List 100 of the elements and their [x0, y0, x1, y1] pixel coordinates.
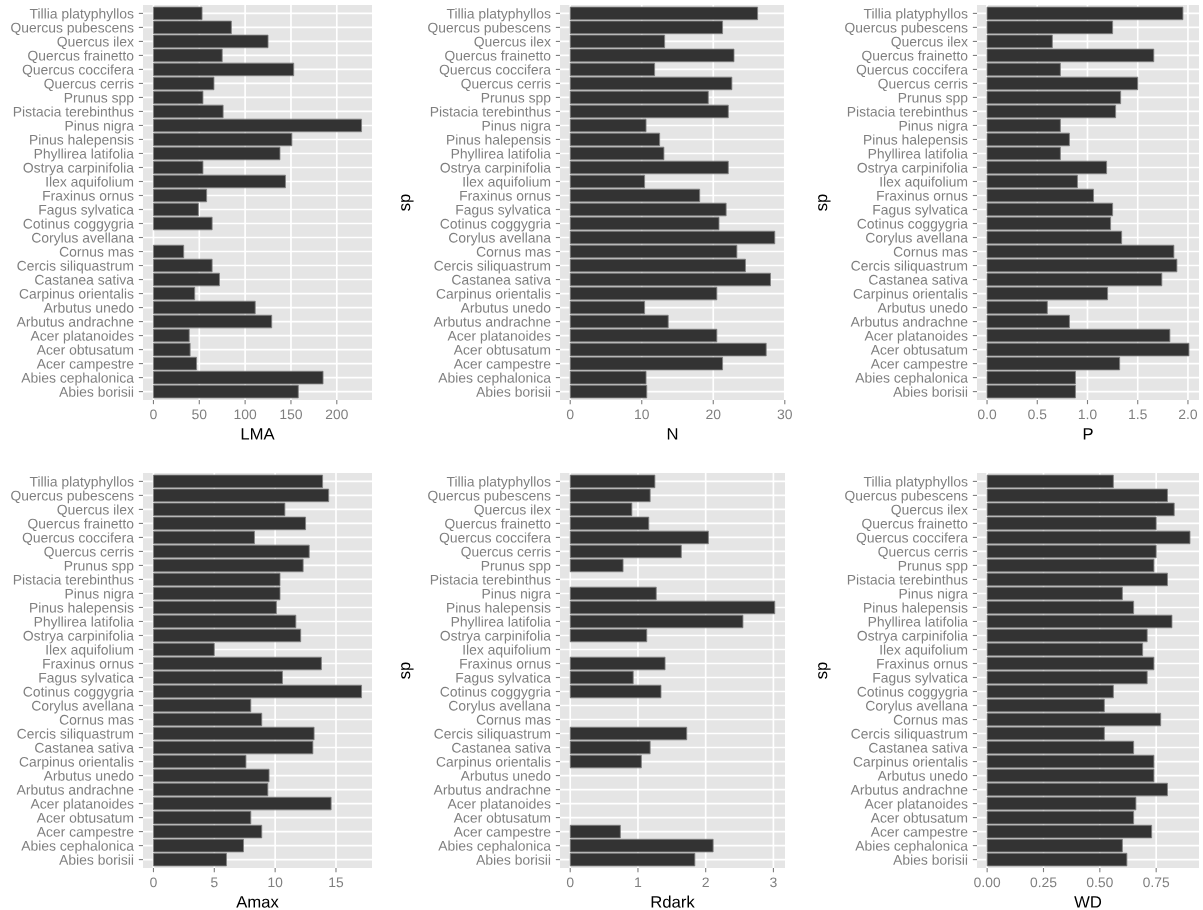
y-tick-label: Pistacia terebinthus: [13, 106, 134, 117]
y-tick-label: Phyllirea latifolia: [451, 148, 551, 162]
y-tick-label: Quercus pubescens: [428, 22, 551, 36]
y-tick-label: Ostrya carpinifolia: [23, 630, 134, 644]
y-tick-label: Pinus halepensis: [447, 134, 551, 148]
y-tick-label: Phyllirea latifolia: [34, 616, 134, 630]
x-tick-label: 5: [211, 877, 218, 888]
y-tick-label: Abies cephalonica: [21, 372, 134, 386]
y-tick-label: Abies borisii: [476, 854, 551, 865]
y-tick-label: Fraxinus ornus: [43, 190, 134, 201]
x-tick-label: 10: [268, 877, 283, 888]
x-tick-label: 10: [635, 409, 649, 420]
x-tick-label: 50: [192, 409, 207, 420]
y-tick-label: Castanea sativa: [35, 742, 134, 753]
y-tick-label: Corylus avellana: [32, 232, 134, 246]
y-tick-label: Carpinus orientalis: [436, 756, 551, 770]
y-tick-label: Fagus sylvatica: [39, 204, 134, 218]
y-tick-label: Quercus frainetto: [28, 50, 134, 64]
y-tick-label: Quercus pubescens: [11, 22, 134, 36]
y-tick-label: Arbutus andrachne: [16, 316, 134, 327]
y-tick-label: Acer platanoides: [864, 798, 968, 812]
y-tick-label: Pinus halepensis: [864, 134, 968, 148]
y-tick-label: Cotinus coggygria: [857, 686, 968, 700]
y-tick-label: Phyllirea latifolia: [451, 616, 551, 630]
y-tick-label: Quercus frainetto: [862, 50, 968, 64]
y-tick-label: Carpinus orientalis: [19, 756, 134, 770]
y-tick-label: Acer campestre: [36, 359, 134, 372]
y-tick-label: Cercis siliquastrum: [17, 728, 134, 742]
y-tick-label: Ostrya carpinifolia: [23, 162, 134, 176]
y-tick-label: Arbutus unedo: [460, 302, 551, 313]
y-tick-label: Cornus mas: [59, 246, 134, 257]
y-tick-label: Arbutus andrachne: [850, 316, 968, 327]
x-tick-label: 0: [150, 409, 157, 420]
y-axis-title: sp: [401, 194, 414, 211]
y-tick-label: Quercus coccifera: [856, 532, 968, 546]
y-tick-label: Acer campestre: [870, 359, 968, 372]
y-tick-label: Tillia platyphyllos: [29, 8, 134, 22]
y-tick-label: Ilex aquifolium: [46, 176, 134, 190]
y-tick-label: Prunus spp: [64, 92, 134, 106]
y-tick-label: Ostrya carpinifolia: [857, 630, 968, 644]
y-axis-title: sp: [401, 662, 414, 679]
y-tick-label: Quercus coccifera: [22, 64, 134, 78]
y-tick-label: Acer obtusatum: [453, 344, 551, 355]
y-tick-label: Abies cephalonica: [21, 840, 134, 854]
y-tick-label: Cotinus coggygria: [23, 218, 134, 232]
y-tick-label: Pinus halepensis: [30, 602, 134, 616]
y-tick-label: Quercus frainetto: [862, 518, 968, 532]
x-tick-label: 20: [706, 409, 721, 420]
y-tick-label: Tillia platyphyllos: [29, 476, 134, 490]
y-tick-label: Arbutus andrachne: [433, 316, 551, 327]
y-tick-label: Abies borisii: [476, 386, 551, 397]
y-tick-label: Acer campestre: [36, 827, 134, 840]
y-tick-label: Cotinus coggygria: [23, 686, 134, 700]
y-tick-label: Corylus avellana: [866, 232, 968, 246]
y-tick-label: Quercus ilex: [57, 36, 134, 50]
x-tick-label: 0.25: [1030, 877, 1057, 888]
y-tick-label: Prunus spp: [898, 560, 968, 574]
y-tick-label: Acer obtusatum: [36, 812, 134, 823]
x-tick-label: 0: [566, 877, 574, 888]
y-tick-label: Quercus pubescens: [428, 490, 551, 504]
y-tick-label: Pinus halepensis: [864, 602, 968, 616]
y-tick-label: Carpinus orientalis: [19, 288, 134, 302]
y-tick-label: Acer platanoides: [864, 330, 968, 344]
y-tick-label: Phyllirea latifolia: [868, 616, 968, 630]
y-tick-label: Pinus nigra: [65, 588, 134, 602]
y-tick-label: Acer platanoides: [30, 330, 134, 344]
y-tick-label: Quercus ilex: [891, 36, 968, 50]
y-tick-label: Castanea sativa: [869, 742, 968, 753]
y-tick-label: Quercus ilex: [474, 36, 551, 50]
y-tick-label: Quercus cerris: [461, 546, 551, 560]
y-tick-label: Abies cephalonica: [855, 372, 968, 386]
y-tick-label: Quercus ilex: [891, 504, 968, 518]
y-tick-label: Pinus nigra: [482, 120, 551, 134]
y-tick-label: Acer obtusatum: [36, 344, 134, 355]
y-tick-label: Carpinus orientalis: [853, 756, 968, 770]
y-tick-label: Quercus cerris: [44, 546, 134, 560]
y-tick-label: Acer campestre: [453, 827, 551, 840]
y-tick-label: Corylus avellana: [866, 700, 968, 714]
y-tick-label: Abies cephalonica: [438, 840, 551, 854]
x-axis-title: WD: [1074, 896, 1102, 908]
y-tick-label: Phyllirea latifolia: [868, 148, 968, 162]
y-tick-label: Arbutus andrachne: [433, 784, 551, 795]
x-axis-title: Rdark: [651, 895, 695, 908]
y-tick-label: Prunus spp: [481, 92, 551, 106]
y-tick-label: Cercis siliquastrum: [434, 728, 551, 742]
y-axis-title: sp: [818, 194, 831, 211]
y-tick-label: Cornus mas: [59, 714, 134, 725]
y-tick-label: Quercus cerris: [878, 78, 968, 92]
y-tick-label: Pistacia terebinthus: [13, 574, 134, 585]
y-tick-label: Fraxinus ornus: [460, 658, 551, 669]
y-tick-label: Abies borisii: [59, 386, 134, 397]
y-tick-label: Fagus sylvatica: [873, 204, 968, 218]
y-tick-label: Pinus halepensis: [447, 602, 551, 616]
x-axis-title: LMA: [241, 428, 275, 440]
y-tick-label: Pinus nigra: [899, 588, 968, 602]
y-tick-label: Quercus frainetto: [445, 50, 551, 64]
y-tick-label: Acer obtusatum: [870, 344, 968, 355]
y-tick-label: Cotinus coggygria: [857, 218, 968, 232]
y-tick-label: Arbutus andrachne: [850, 784, 968, 795]
x-tick-label: 0.50: [1086, 877, 1113, 888]
